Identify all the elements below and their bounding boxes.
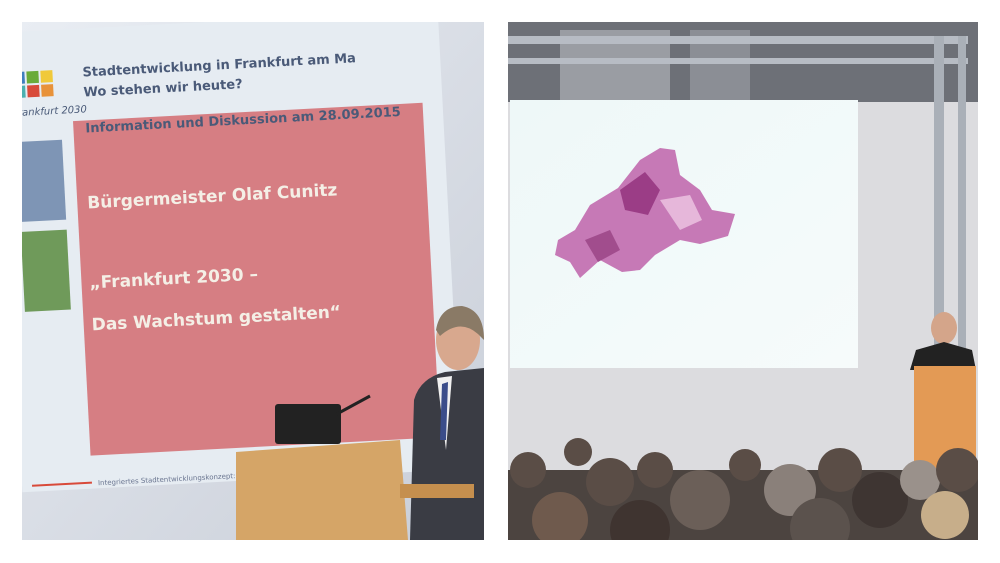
logo-text: frankfurt 2030 [14,104,87,119]
podium-shelf [400,484,474,498]
laptop [275,404,341,444]
map-district [660,195,702,230]
audience-head [532,492,588,540]
audience-head [764,464,816,516]
audience-head [818,448,862,492]
audience-head [921,491,969,539]
audience-head [852,472,908,528]
audience [510,438,978,540]
microphone [334,394,371,417]
slide-red-panel [73,102,441,456]
truss-post [958,36,966,366]
audience-head [564,438,592,466]
audience-head [637,452,673,488]
speaker-head [931,312,957,344]
footer-rule [31,481,93,487]
speaker-tie [440,382,448,440]
slide: frankfurt 2030 Stadtentwicklung in Frank… [14,22,462,493]
logo-square [26,70,39,84]
logo-square [41,84,54,97]
audience-head [510,452,546,488]
slide-photo [22,139,67,222]
speaker-suit [910,342,976,370]
audience-head [610,500,670,540]
truss [508,36,968,44]
map-district [585,230,620,262]
podium [236,440,408,540]
audience-head [729,449,761,481]
audience-head [936,448,978,492]
right-photo [508,22,978,540]
logo-square [27,84,40,98]
speaker-hair [436,306,484,340]
logo-square [22,85,26,99]
audience-head [586,458,634,506]
truss-post [934,36,944,366]
slide-photo [22,229,71,312]
audience-head [670,470,730,530]
map-district [620,172,660,215]
audience-head [900,460,940,500]
logo-square [40,70,53,83]
left-photo: frankfurt 2030 Stadtentwicklung in Frank… [14,22,484,540]
truss [508,58,968,64]
audience-head [790,498,850,540]
